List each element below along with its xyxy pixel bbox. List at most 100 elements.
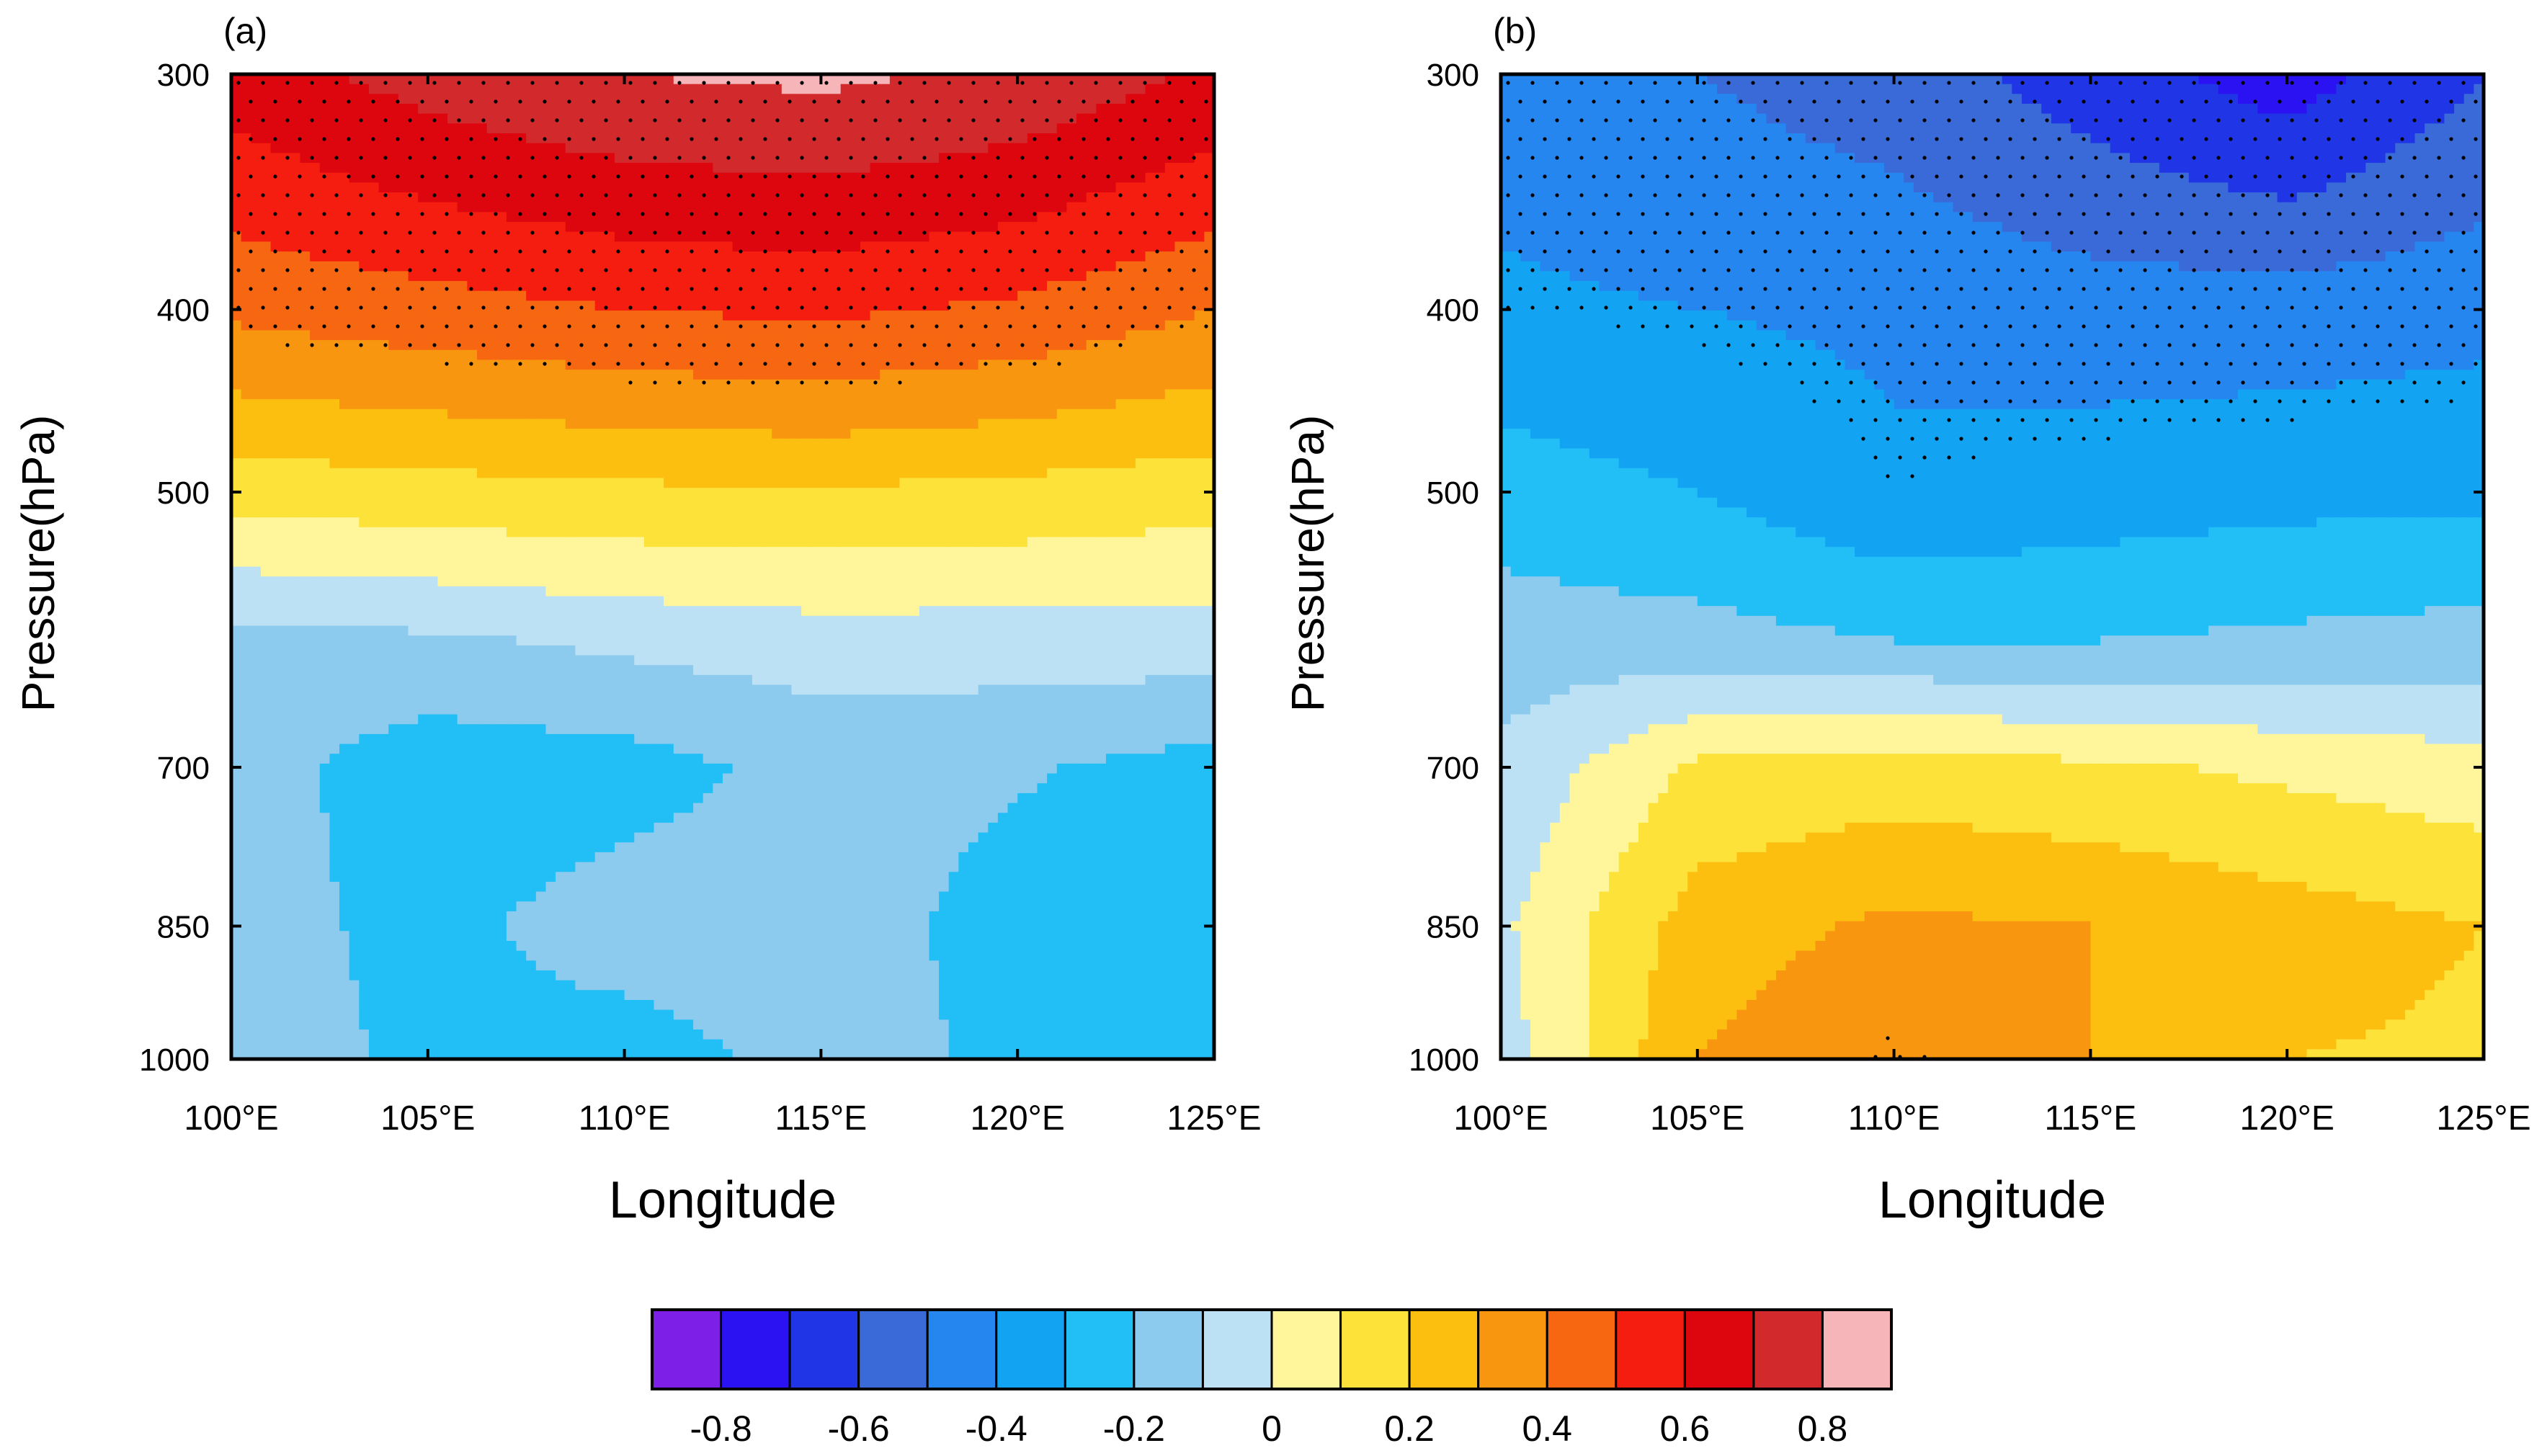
field-cell xyxy=(556,173,566,183)
field-cell xyxy=(241,143,251,153)
field-cell xyxy=(320,547,330,557)
field-cell xyxy=(398,527,409,537)
field-cell xyxy=(1096,143,1106,153)
field-cell xyxy=(349,262,360,272)
field-cell xyxy=(791,439,801,449)
field-cell xyxy=(1155,537,1165,547)
field-cell xyxy=(939,557,949,567)
field-cell xyxy=(585,488,595,498)
field-cell xyxy=(1027,311,1038,321)
field-cell xyxy=(566,114,576,124)
field-cell xyxy=(536,380,546,390)
field-cell xyxy=(251,370,261,380)
field-cell xyxy=(359,557,369,567)
field-cell xyxy=(517,202,527,213)
field-cell xyxy=(929,251,939,262)
field-cell xyxy=(605,547,615,557)
field-cell xyxy=(1136,311,1146,321)
field-cell xyxy=(369,359,379,370)
field-cell xyxy=(379,330,389,340)
field-cell xyxy=(409,182,419,192)
field-cell xyxy=(890,359,900,370)
field-cell xyxy=(595,114,605,124)
field-cell xyxy=(919,439,929,449)
field-cell xyxy=(988,517,998,527)
field-cell xyxy=(1066,527,1076,537)
field-cell xyxy=(536,311,546,321)
field-cell xyxy=(605,291,615,301)
field-cell xyxy=(566,153,576,163)
field-cell xyxy=(1057,262,1067,272)
field-cell xyxy=(467,114,477,124)
field-cell xyxy=(290,163,300,173)
field-cell xyxy=(595,488,605,498)
field-cell xyxy=(733,192,743,202)
field-cell xyxy=(841,212,851,222)
field-cell xyxy=(1146,84,1156,94)
field-cell xyxy=(880,114,890,124)
field-cell xyxy=(703,123,713,133)
field-cell xyxy=(1076,104,1087,114)
field-cell xyxy=(860,271,870,281)
field-cell xyxy=(988,330,998,340)
field-cell xyxy=(251,478,261,488)
field-cell xyxy=(664,547,674,557)
field-cell xyxy=(388,468,398,478)
field-cell xyxy=(890,212,900,222)
field-cell xyxy=(791,251,801,262)
field-cell xyxy=(536,389,546,399)
field-cell xyxy=(379,222,389,232)
field-cell xyxy=(1096,311,1106,321)
field-cell xyxy=(978,488,989,498)
field-cell xyxy=(978,300,989,311)
field-cell xyxy=(1047,192,1057,202)
field-cell xyxy=(998,409,1008,419)
field-cell xyxy=(329,547,339,557)
field-cell xyxy=(545,84,556,94)
field-cell xyxy=(968,458,978,468)
field-cell xyxy=(517,488,527,498)
field-cell xyxy=(1106,192,1116,202)
field-cell xyxy=(1027,409,1038,419)
field-cell xyxy=(909,123,919,133)
field-cell xyxy=(968,291,978,301)
field-cell xyxy=(1165,251,1175,262)
field-cell xyxy=(1057,350,1067,360)
field-cell xyxy=(271,153,281,163)
field-cell xyxy=(1136,340,1146,350)
field-cell xyxy=(1165,143,1175,153)
field-cell xyxy=(683,507,693,517)
field-cell xyxy=(762,527,772,537)
field-cell xyxy=(556,380,566,390)
field-cell xyxy=(929,330,939,340)
field-cell xyxy=(388,507,398,517)
field-cell xyxy=(1116,458,1126,468)
field-cell xyxy=(1116,537,1126,547)
field-cell xyxy=(831,380,841,390)
field-cell xyxy=(939,114,949,124)
field-cell xyxy=(271,547,281,557)
field-cell xyxy=(1125,439,1136,449)
field-cell xyxy=(329,478,339,488)
field-cell xyxy=(379,94,389,104)
field-cell xyxy=(271,439,281,449)
field-cell xyxy=(320,468,330,478)
field-cell xyxy=(1008,163,1018,173)
field-cell xyxy=(458,94,468,104)
field-cell xyxy=(998,330,1008,340)
field-cell xyxy=(1165,212,1175,222)
field-cell xyxy=(1136,251,1146,262)
panel-a: (a) Pressure(hPa) Longitude 100°E 105°E 11… xyxy=(12,11,1262,1229)
field-cell xyxy=(487,232,497,242)
field-cell xyxy=(791,182,801,192)
field-cell xyxy=(713,104,723,114)
field-cell xyxy=(821,133,831,143)
field-cell xyxy=(261,182,271,192)
field-cell xyxy=(398,429,409,439)
field-cell xyxy=(968,212,978,222)
field-cell xyxy=(909,429,919,439)
field-cell xyxy=(644,547,654,557)
field-cell xyxy=(615,439,625,449)
field-cell xyxy=(526,241,536,251)
field-cell xyxy=(811,547,821,557)
